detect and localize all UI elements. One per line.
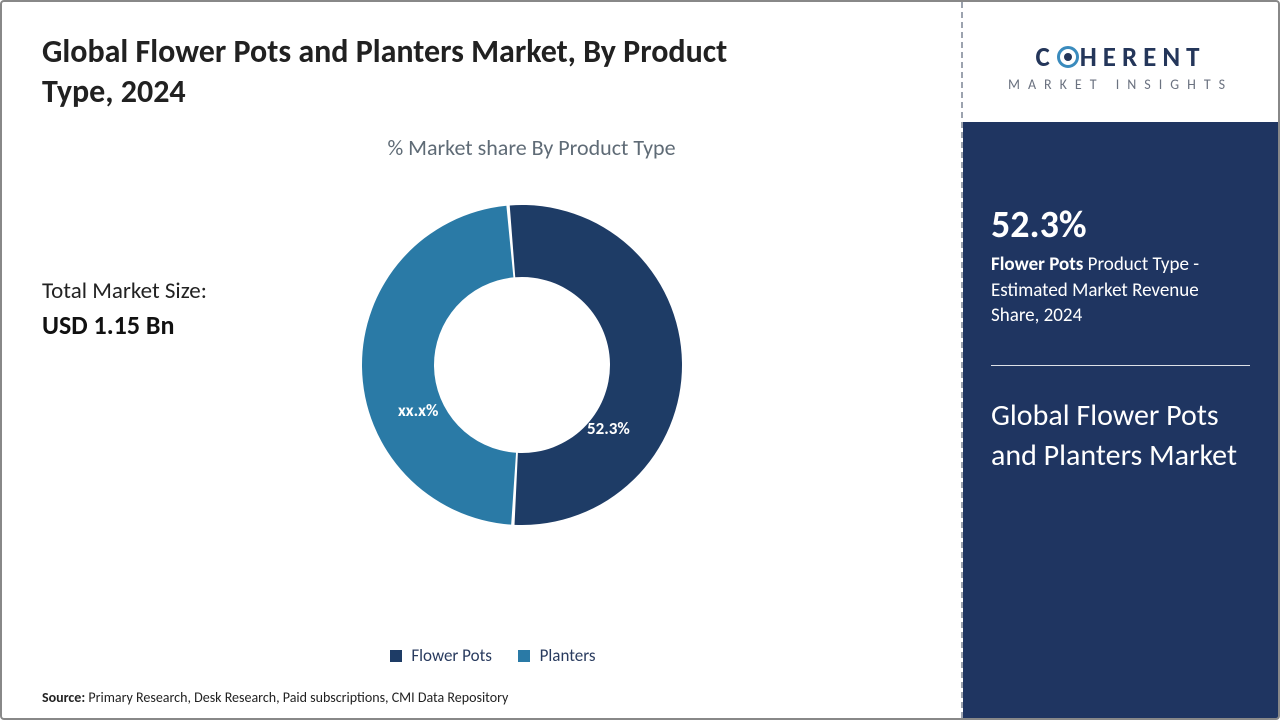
stat-bold: Flower Pots xyxy=(991,253,1083,276)
brand-logo: C HERENT MARKET INSIGHTS xyxy=(963,2,1278,122)
source-text: Primary Research, Desk Research, Paid su… xyxy=(85,689,508,706)
chart-legend: Flower Pots Planters xyxy=(2,645,961,666)
logo-ring-icon xyxy=(1057,46,1079,68)
legend-swatch-flower-pots xyxy=(390,650,402,662)
chart-subtitle: % Market share By Product Type xyxy=(122,134,941,161)
donut-chart: 52.3% xx.x% xyxy=(357,200,687,530)
source-line: Source: Primary Research, Desk Research,… xyxy=(42,689,508,706)
market-size-block: Total Market Size: USD 1.15 Bn xyxy=(42,277,207,341)
side-info-panel: 52.3% Flower Pots Product Type - Estimat… xyxy=(963,122,1278,718)
slice-label-planters: xx.x% xyxy=(398,400,438,421)
infographic-frame: Global Flower Pots and Planters Market, … xyxy=(0,0,1280,720)
logo-wordmark: C HERENT xyxy=(1008,41,1233,74)
legend-label-flower-pots: Flower Pots xyxy=(411,645,492,666)
slice-label-flower-pots: 52.3% xyxy=(587,418,630,439)
side-heading: Global Flower Pots and Planters Market xyxy=(991,396,1250,477)
source-label: Source: xyxy=(42,689,85,706)
legend-swatch-planters xyxy=(518,650,530,662)
side-divider xyxy=(991,365,1250,366)
market-size-value: USD 1.15 Bn xyxy=(42,309,207,341)
logo-post: HERENT xyxy=(1080,41,1206,74)
logo-pre: C xyxy=(1035,41,1055,74)
page-title: Global Flower Pots and Planters Market, … xyxy=(42,32,802,112)
logo-subtitle: MARKET INSIGHTS xyxy=(1008,76,1233,93)
stat-percentage: 52.3% xyxy=(991,202,1250,248)
right-panel: C HERENT MARKET INSIGHTS 52.3% Flower Pot… xyxy=(963,2,1278,718)
stat-description: Flower Pots Product Type - Estimated Mar… xyxy=(991,252,1250,329)
left-panel: Global Flower Pots and Planters Market, … xyxy=(2,2,961,718)
legend-label-planters: Planters xyxy=(540,645,596,666)
market-size-label: Total Market Size: xyxy=(42,277,207,305)
